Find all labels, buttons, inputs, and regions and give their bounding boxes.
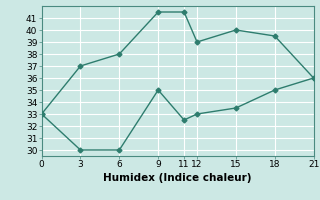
X-axis label: Humidex (Indice chaleur): Humidex (Indice chaleur) <box>103 173 252 183</box>
